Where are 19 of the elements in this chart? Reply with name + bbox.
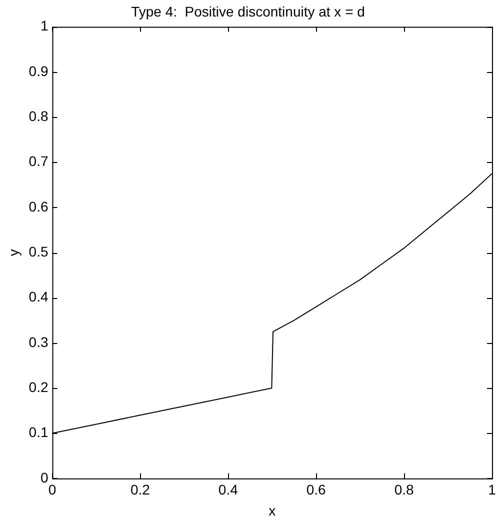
y-tick-label: 0.5 [28, 243, 48, 260]
y-tick-label: 0.7 [28, 153, 48, 170]
x-tick-label: 0.2 [130, 482, 150, 498]
chart-title: Type 4: Positive discontinuity at x = d [131, 3, 365, 20]
y-tick-label: 0 [40, 469, 48, 486]
x-tick-label: 0.4 [218, 482, 238, 498]
y-tick-label: 1 [40, 18, 48, 34]
y-tick-label: 0.1 [28, 424, 48, 440]
x-tick-label: 1 [488, 482, 496, 498]
y-tick-label: 0.6 [28, 198, 48, 214]
y-tick-label: 0.8 [28, 108, 48, 124]
x-axis-title: x [268, 502, 276, 518]
y-axis-title: y [5, 249, 22, 256]
y-tick-label: 0.4 [28, 288, 48, 305]
y-tick-label: 0.3 [28, 334, 48, 350]
x-tick-label: 0.6 [306, 482, 326, 498]
y-tick-label: 0.9 [28, 62, 48, 79]
y-tick-label: 0.2 [28, 378, 48, 395]
x-tick-label: 0.8 [394, 482, 414, 498]
